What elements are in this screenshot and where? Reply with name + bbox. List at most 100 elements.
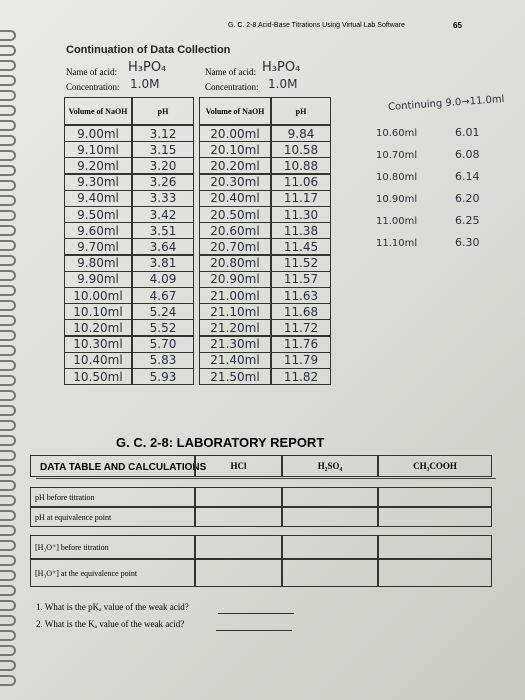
volume-cell: 10.20ml [64,319,132,337]
empty-cell [282,559,378,587]
volume-cell: 20.10ml [199,141,271,159]
volume-cell: 20.00ml [199,125,271,142]
ph-cell: 11.06 [271,173,331,191]
ph-cell: 3.42 [132,206,194,223]
page-number: 65 [453,21,462,30]
ring [0,555,16,566]
volume-cell: 20.80ml [199,254,271,272]
ring [0,150,16,161]
volume-cell: 21.40ml [199,351,271,369]
concentration-value: 1.0M [268,77,298,91]
column-header: HCl [195,455,282,477]
column-header: pH [271,97,331,125]
volume-cell: 9.60ml [64,222,132,240]
volume-cell: 9.50ml [64,206,132,223]
question: 2. What is the Kₐ value of the weak acid… [36,619,185,629]
ring [0,90,16,101]
ring [0,510,16,521]
ring [0,330,16,341]
column-header: CH₃COOH [378,455,492,477]
ring [0,540,16,551]
ph-cell: 11.57 [271,270,331,288]
ring [0,420,16,431]
ring [0,285,16,296]
ring [0,480,16,491]
empty-cell [378,507,492,527]
ph-cell: 3.51 [132,222,194,240]
answer-line [216,630,292,631]
note-volume: 10.90ml [376,194,418,205]
ring [0,600,16,611]
ring [0,630,16,641]
ring [0,45,16,56]
note-volume: 11.00ml [376,216,418,227]
ring [0,615,16,626]
ring [0,180,16,191]
ph-cell: 11.79 [271,351,331,369]
ring [0,585,16,596]
empty-cell [282,535,378,559]
concentration-value: 1.0M [130,77,160,91]
empty-cell [282,487,378,507]
note-volume: 11.10ml [376,238,418,249]
ph-cell: 11.52 [271,254,331,272]
ph-cell: 11.17 [271,189,331,207]
ring [0,570,16,581]
acid-label: Name of acid: [66,67,117,77]
volume-cell: 9.40ml [64,189,132,207]
ring [0,390,16,401]
ph-cell: 11.45 [271,238,331,256]
concentration-label: Concentration: [66,82,120,92]
row-label: [H₃O⁺] at the equivalence point [30,559,195,587]
side-note-title: Continuing 9.0→11.0ml [387,93,505,114]
volume-cell: 20.30ml [199,173,271,191]
row-label: [H₃O⁺] before titration [30,535,195,559]
acid-value: H₃PO₄ [262,60,301,75]
note-volume: 10.80ml [376,172,418,183]
ph-cell: 11.68 [271,303,331,321]
volume-cell: 10.40ml [64,351,132,369]
column-header: pH [132,97,194,125]
volume-cell: 21.50ml [199,368,271,385]
ring [0,495,16,506]
ring [0,300,16,311]
corner-cell [30,455,195,477]
empty-cell [195,487,282,507]
column-header: Volume of NaOH [199,97,271,125]
acid-value: H₃PO₄ [128,60,167,75]
ph-cell: 11.72 [271,319,331,337]
volume-cell: 20.70ml [199,238,271,256]
ring [0,255,16,266]
ph-cell: 3.64 [132,238,194,256]
answer-line [218,613,294,614]
empty-cell [378,487,492,507]
row-label: pH before titration [30,487,195,507]
ph-cell: 3.15 [132,141,194,159]
note-ph: 6.14 [455,170,480,183]
volume-cell: 9.10ml [64,141,132,159]
empty-cell [378,559,492,587]
ph-cell: 11.82 [271,368,331,385]
volume-cell: 20.40ml [199,189,271,207]
ph-cell: 11.63 [271,287,331,304]
volume-cell: 9.70ml [64,238,132,256]
empty-cell [195,559,282,587]
ph-cell: 5.83 [132,351,194,369]
volume-cell: 10.30ml [64,335,132,353]
ph-cell: 9.84 [271,125,331,142]
ring [0,75,16,86]
ph-cell: 4.09 [132,270,194,288]
note-volume: 10.70ml [376,150,418,161]
ring [0,270,16,281]
ring [0,405,16,416]
ring [0,345,16,356]
ring [0,375,16,386]
empty-cell [195,507,282,527]
ring [0,135,16,146]
ph-cell: 3.81 [132,254,194,272]
ring [0,660,16,671]
ph-cell: 3.12 [132,125,194,142]
ring [0,195,16,206]
note-ph: 6.01 [455,126,480,139]
volume-cell: 9.80ml [64,254,132,272]
